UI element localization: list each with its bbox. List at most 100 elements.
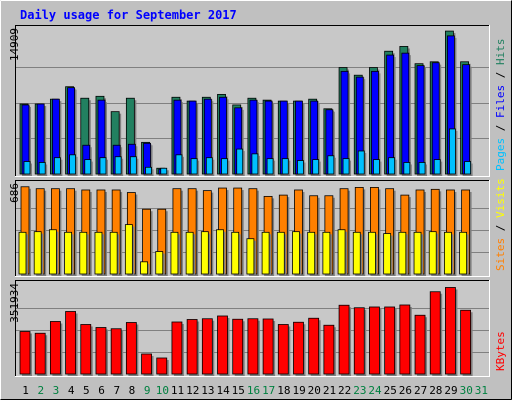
bar-kbytes	[201, 318, 213, 375]
bar-visits	[64, 231, 72, 275]
bar-kbytes	[156, 357, 168, 375]
legend-entry: /	[494, 218, 507, 238]
bar-visits	[124, 224, 133, 275]
bar-kbytes	[277, 324, 289, 375]
bar-pages	[221, 158, 228, 175]
bar-visits	[337, 229, 346, 275]
day-label: 15	[232, 384, 245, 397]
bar-visits	[170, 231, 179, 275]
day-label: 31	[475, 384, 488, 397]
day-label: 16	[247, 384, 260, 397]
bar-pages	[327, 155, 335, 175]
bar-pages	[23, 161, 31, 175]
legend-entry: Sites	[494, 238, 507, 271]
max-value-label: 351934	[8, 283, 21, 323]
bar-pages	[114, 156, 122, 175]
bar-visits	[322, 231, 331, 275]
bar-pages	[388, 157, 396, 175]
chart-title: Daily usage for September 2017	[20, 8, 237, 22]
bar-visits	[18, 231, 27, 275]
bar-kbytes	[369, 306, 380, 375]
day-label: 4	[68, 384, 75, 397]
bar-kbytes	[141, 353, 152, 375]
bar-pages	[99, 157, 107, 175]
bar-kbytes	[445, 287, 456, 375]
bar-pages	[281, 158, 289, 175]
bar-kbytes	[232, 318, 244, 375]
chart-panels: 14909 Pages / Files / Hits 686 Sites / Visi…	[8, 25, 507, 377]
day-label: 14	[216, 384, 230, 397]
bar-pages	[373, 159, 380, 175]
bar-kbytes	[247, 318, 259, 375]
bar-pages	[175, 154, 183, 175]
bar-kbytes	[110, 328, 122, 375]
bar-kbytes	[293, 321, 304, 375]
legend-entry: Files	[494, 85, 507, 118]
bar-visits	[276, 231, 285, 275]
day-label: 17	[262, 384, 275, 397]
bar-kbytes	[49, 321, 61, 375]
day-label: 30	[460, 384, 473, 397]
bar-kbytes	[308, 317, 320, 375]
day-label: 29	[444, 384, 457, 397]
bar-pages	[53, 157, 61, 175]
bar-visits	[109, 231, 118, 275]
day-label: 12	[186, 384, 199, 397]
bar-visits	[413, 231, 422, 275]
bar-kbytes	[384, 306, 396, 375]
bar-pages	[160, 167, 168, 175]
x-axis-day-labels: 1 2 3 4 5 6 7 8 9 10 11 12 13 14 15 16 17 18 19 20 21 22 23 24 2…	[22, 384, 488, 397]
bar-pages	[297, 160, 304, 175]
bar-pages	[69, 154, 76, 175]
bar-pages	[449, 128, 456, 175]
bar-visits	[79, 231, 88, 275]
bar-kbytes	[338, 304, 350, 375]
bar-visits	[428, 231, 437, 275]
bar-visits	[459, 231, 468, 275]
bar-pages	[464, 161, 472, 175]
legend-entry: /	[494, 118, 507, 138]
day-label: 10	[156, 384, 169, 397]
legend-hits_files_pages: Pages / Files / Hits	[494, 39, 507, 172]
bar-visits	[48, 229, 57, 275]
bar-pages	[129, 156, 137, 175]
bar-visits	[383, 233, 392, 275]
bar-visits	[216, 229, 224, 275]
bar-kbytes	[19, 331, 31, 375]
panel-kbytes: 351934 KBytes	[8, 280, 507, 377]
legend-entry: /	[494, 65, 507, 85]
day-label: 21	[323, 384, 336, 397]
bar-visits	[292, 231, 300, 275]
legend-entry: Pages	[494, 138, 507, 171]
bar-visits	[94, 231, 103, 275]
bar-pages	[433, 159, 441, 175]
bar-pages	[145, 166, 152, 175]
bar-kbytes	[262, 318, 274, 375]
legend-entry: Hits	[494, 39, 507, 66]
day-label: 27	[414, 384, 427, 397]
legend-entry: Visits	[494, 178, 507, 218]
bar-visits	[398, 231, 407, 275]
bar-visits	[155, 251, 164, 275]
bar-visits	[368, 231, 376, 275]
bar-pages	[403, 162, 411, 175]
day-label: 1	[22, 384, 29, 397]
day-label: 5	[83, 384, 90, 397]
legend-entry: KBytes	[494, 331, 507, 371]
bar-kbytes	[34, 332, 46, 375]
day-label: 24	[368, 384, 382, 397]
bar-visits	[140, 261, 148, 275]
day-label: 23	[353, 384, 366, 397]
bar-kbytes	[414, 314, 426, 375]
bar-kbytes	[65, 311, 76, 375]
day-label: 19	[292, 384, 305, 397]
day-label: 13	[201, 384, 214, 397]
bar-kbytes	[95, 327, 107, 375]
bar-pages	[266, 158, 274, 175]
bar-pages	[236, 148, 244, 175]
day-label: 20	[308, 384, 321, 397]
bar-visits	[352, 231, 361, 275]
bar-visits	[200, 231, 209, 275]
bar-files	[401, 52, 410, 175]
